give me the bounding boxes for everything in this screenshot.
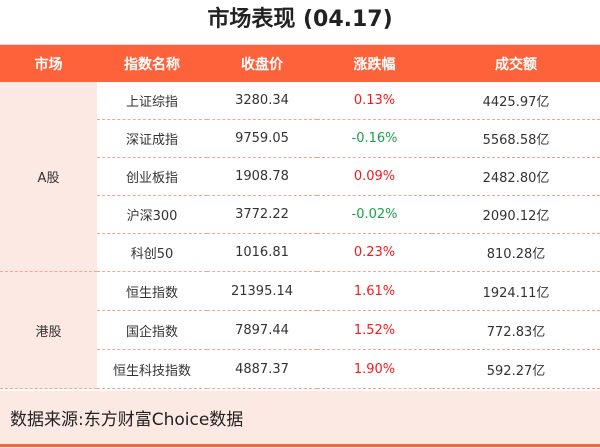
- header-close: 收盘价: [207, 45, 317, 82]
- divider: [0, 44, 600, 45]
- volume-cell: 810.28亿: [432, 233, 600, 272]
- header-change: 涨跌幅: [317, 45, 432, 82]
- table-row: 港股 恒生指数 21395.14 1.61% 1924.11亿: [0, 271, 600, 389]
- market-table: 市场 指数名称 收盘价 涨跌幅 成交额 A股 上证综指 3280.34 0.13% 44…: [0, 45, 600, 389]
- change-cell: 0.13%: [317, 82, 432, 120]
- header-index-name: 指数名称: [97, 45, 207, 82]
- market-cell: A股: [0, 82, 97, 272]
- volume-cell: 772.83亿: [432, 310, 600, 350]
- close-cell: 7897.44: [207, 310, 317, 350]
- index-name-cell: 科创50: [97, 233, 207, 272]
- table-row: 深证成指 9759.05 -0.16% 5568.58亿: [0, 119, 600, 158]
- index-name-cell: 深证成指: [97, 119, 207, 158]
- close-cell: 1908.78: [207, 157, 317, 196]
- index-name-cell: 恒生指数: [97, 271, 207, 311]
- change-cell: 0.23%: [317, 233, 432, 272]
- table-row: A股 上证综指 3280.34 0.13% 4425.97亿: [0, 82, 600, 272]
- table-header: 市场 指数名称 收盘价 涨跌幅 成交额: [0, 45, 600, 82]
- header-market: 市场: [0, 45, 97, 82]
- close-cell: 21395.14: [207, 271, 317, 311]
- volume-cell: 2090.12亿: [432, 195, 600, 234]
- change-cell: -0.16%: [317, 119, 432, 158]
- volume-cell: 2482.80亿: [432, 157, 600, 196]
- table-row: 国企指数 7897.44 1.52% 772.83亿: [0, 310, 600, 350]
- index-name-cell: 国企指数: [97, 310, 207, 350]
- close-cell: 4887.37: [207, 349, 317, 389]
- change-cell: -0.02%: [317, 195, 432, 234]
- header-volume: 成交额: [432, 45, 600, 82]
- close-cell: 1016.81: [207, 233, 317, 272]
- table-row: 沪深300 3772.22 -0.02% 2090.12亿: [0, 195, 600, 234]
- change-cell: 1.61%: [317, 271, 432, 311]
- index-name-cell: 恒生科技指数: [97, 349, 207, 389]
- close-cell: 3280.34: [207, 82, 317, 120]
- source-footer: 数据来源:东方财富Choice数据: [0, 391, 600, 447]
- change-cell: 0.09%: [317, 157, 432, 196]
- index-name-cell: 创业板指: [97, 157, 207, 196]
- close-cell: 3772.22: [207, 195, 317, 234]
- close-cell: 9759.05: [207, 119, 317, 158]
- change-cell: 1.90%: [317, 349, 432, 389]
- volume-cell: 592.27亿: [432, 349, 600, 389]
- volume-cell: 4425.97亿: [432, 82, 600, 120]
- source-text: 数据来源:东方财富Choice数据: [10, 410, 244, 430]
- change-cell: 1.52%: [317, 310, 432, 350]
- volume-cell: 1924.11亿: [432, 271, 600, 311]
- volume-cell: 5568.58亿: [432, 119, 600, 158]
- index-name-cell: 沪深300: [97, 195, 207, 234]
- table-row: 科创50 1016.81 0.23% 810.28亿: [0, 233, 600, 272]
- market-cell: 港股: [0, 271, 97, 389]
- table-row: 创业板指 1908.78 0.09% 2482.80亿: [0, 157, 600, 196]
- index-name-cell: 上证综指: [97, 82, 207, 120]
- table-row: 恒生科技指数 4887.37 1.90% 592.27亿: [0, 349, 600, 389]
- page-title: 市场表现 (04.17): [207, 7, 393, 32]
